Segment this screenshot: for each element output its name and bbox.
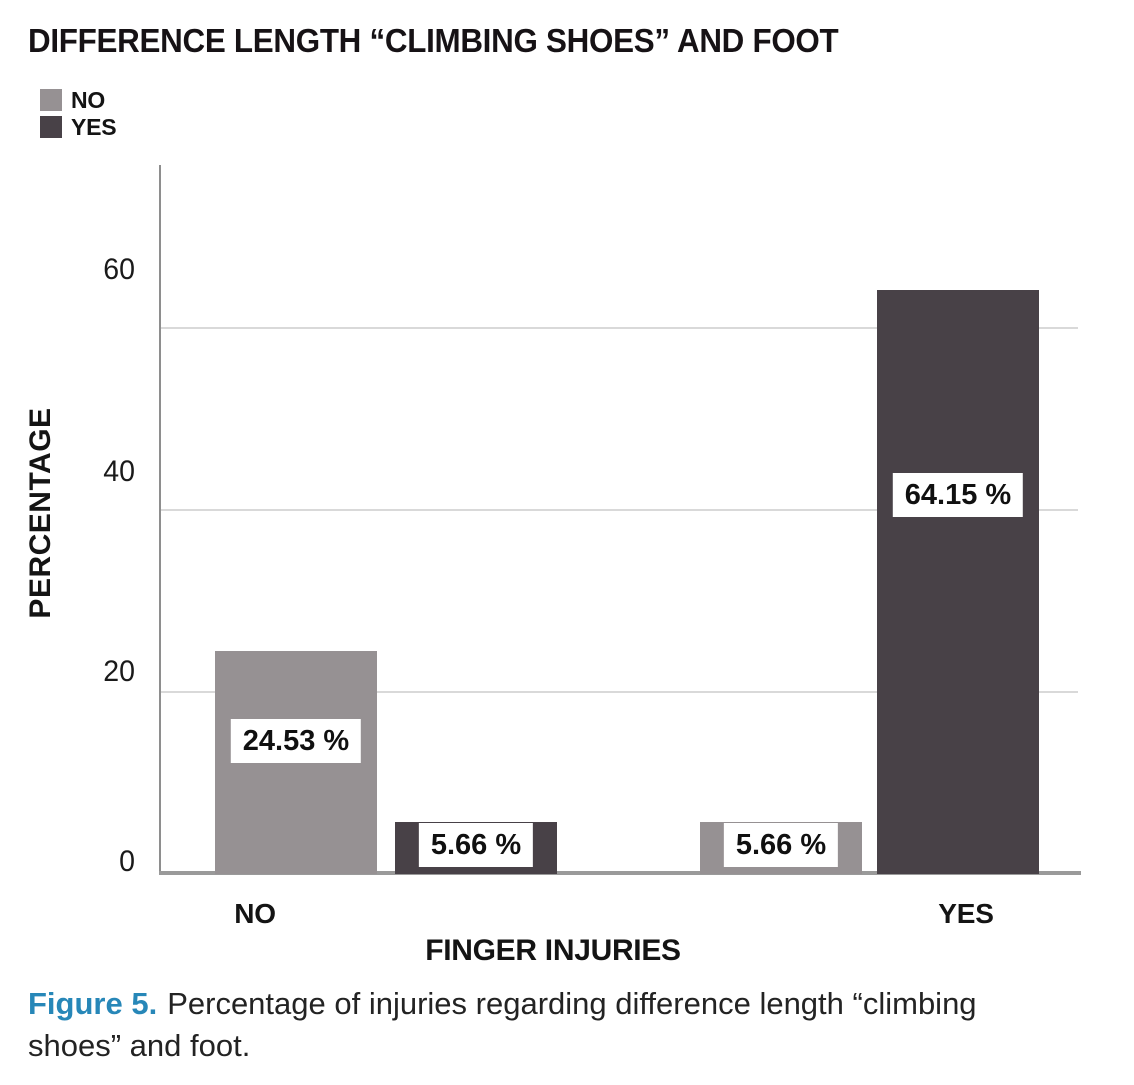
caption-text-1: Percentage of injuries regarding differe… — [167, 986, 977, 1021]
x-axis-line — [159, 871, 1081, 875]
y-axis-line — [159, 165, 161, 874]
x-category-yes: YES — [938, 898, 994, 929]
y-axis-title: PERCENTAGE — [24, 407, 57, 619]
gridline-20 — [161, 691, 1078, 693]
x-axis-title: FINGER INJURIES — [425, 934, 681, 967]
bar-yes-yes — [877, 290, 1039, 874]
y-tick-60: 60 — [103, 253, 135, 286]
gridline-60 — [161, 327, 1078, 329]
value-label-5-66: 5.66 % — [723, 823, 839, 867]
legend: NO YES — [40, 86, 117, 143]
chart-title: DIFFERENCE LENGTH “CLIMBING SHOES” AND F… — [28, 22, 839, 59]
y-tick-40: 40 — [103, 455, 135, 488]
figure-caption: Figure 5. Percentage of injuries regardin… — [28, 983, 977, 1067]
legend-label-yes: YES — [71, 113, 117, 140]
gridline-40 — [161, 509, 1078, 511]
legend-swatch-no — [40, 89, 62, 111]
y-tick-0: 0 — [119, 845, 135, 878]
caption-line-1: Figure 5. Percentage of injuries regardin… — [28, 983, 977, 1025]
legend-swatch-yes — [40, 116, 62, 138]
y-tick-20: 20 — [103, 655, 135, 688]
x-category-no: NO — [234, 898, 276, 929]
value-label-24-53: 24.53 % — [230, 719, 362, 763]
legend-item-no: NO — [40, 86, 116, 113]
legend-item-yes: YES — [40, 113, 117, 140]
caption-line-2: shoes” and foot. — [28, 1028, 251, 1063]
figure-label: Figure 5. — [28, 986, 158, 1021]
legend-label-no: NO — [71, 86, 106, 113]
value-label-64-15: 64.15 % — [892, 473, 1024, 517]
value-label-5-66: 5.66 % — [418, 823, 534, 867]
